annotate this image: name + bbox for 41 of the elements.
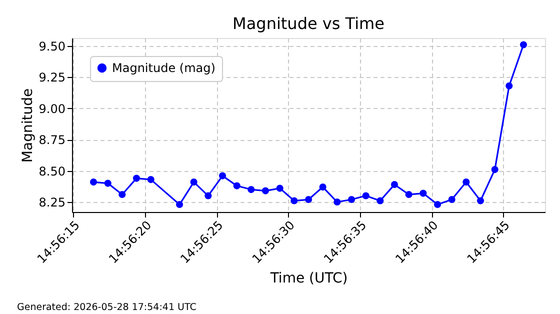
point [233,182,240,190]
point [334,198,341,206]
point [491,166,498,174]
point [118,190,126,198]
point [362,192,370,200]
point [462,178,470,186]
point [304,196,312,204]
point [376,197,384,204]
y-tick-label: 8.75 [38,133,66,148]
point [476,197,484,204]
point [520,41,528,48]
point [290,197,298,204]
point [390,181,398,188]
y-tick-label: 9.00 [38,102,66,116]
point [420,190,427,197]
y-tick-label: 9.50 [38,39,66,54]
point [276,184,284,192]
point [506,82,513,90]
y-tick-label: 8.50 [38,164,66,178]
point [104,180,112,187]
point [176,200,184,208]
point [434,200,442,208]
point [147,176,154,184]
point [218,172,226,180]
point [204,192,212,200]
point [448,196,456,204]
y-tick-label: 8.25 [38,196,66,210]
chart-title: Magnitude vs Time [232,14,384,33]
point [262,187,270,194]
point [348,196,356,204]
x-axis-title: Time (UTC) [269,270,348,286]
point [405,190,412,198]
point [132,174,140,182]
point [319,184,326,191]
y-axis-title: Magnitude [20,88,36,163]
y-tick-label: 9.25 [38,70,66,85]
text: Generated: 2026-05-28 17:54:41 UTC [17,302,197,313]
legend-label: Magnitude (mag) [112,61,216,75]
point [248,186,255,194]
point [190,178,198,186]
point [90,178,98,186]
